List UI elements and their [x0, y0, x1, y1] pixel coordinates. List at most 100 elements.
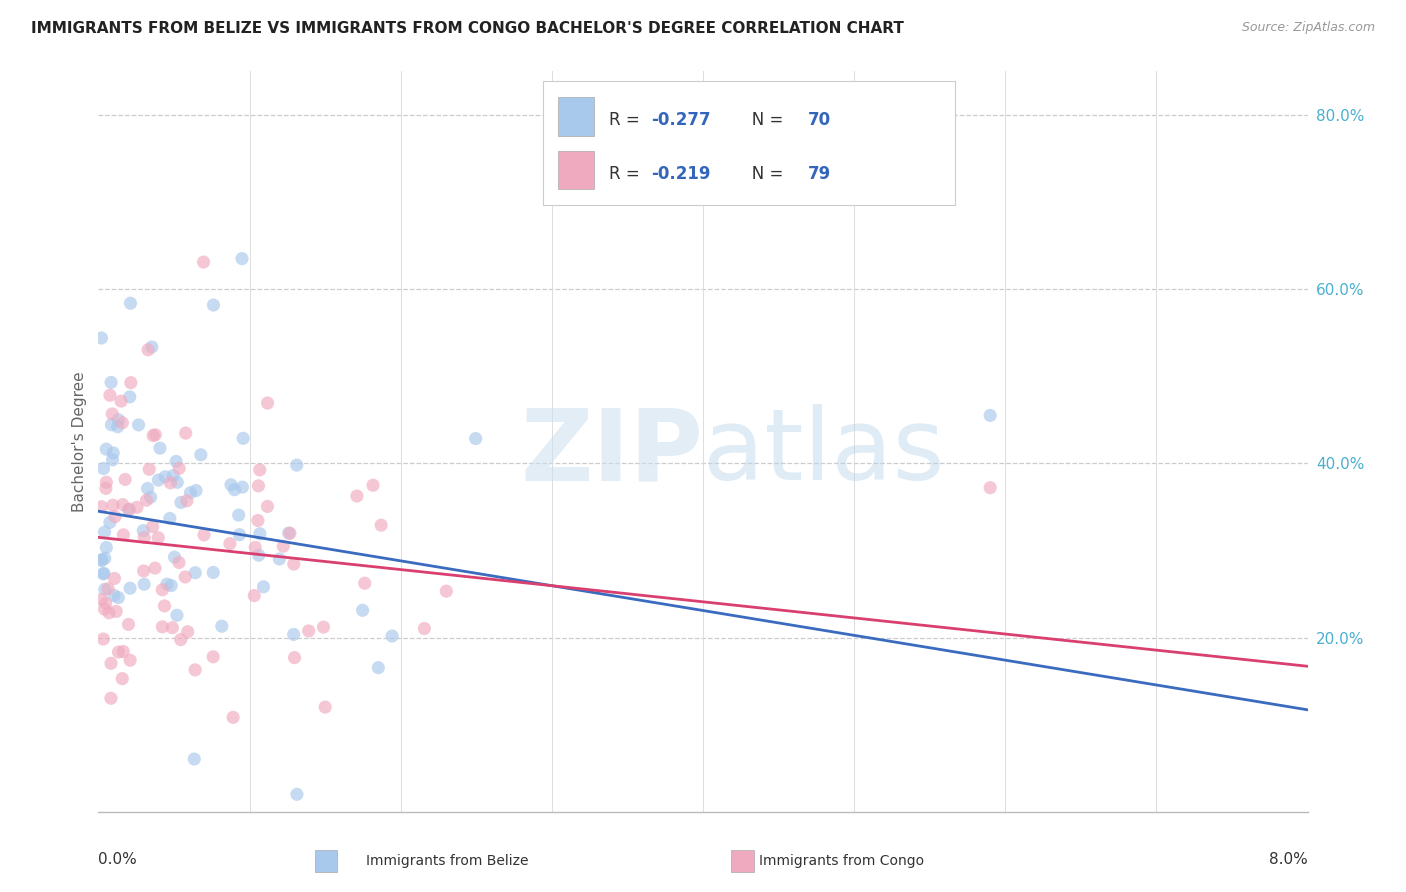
Point — [269, 552, 291, 566]
Point — [256, 500, 278, 514]
Text: Source: ZipAtlas.com: Source: ZipAtlas.com — [1241, 21, 1375, 34]
Text: N =: N = — [735, 164, 789, 183]
Y-axis label: Bachelor's Degree: Bachelor's Degree — [72, 371, 87, 512]
Point — [97, 582, 120, 596]
Point — [249, 526, 271, 541]
Text: atlas: atlas — [703, 404, 945, 501]
Point — [138, 462, 160, 476]
Point — [163, 550, 186, 565]
Point — [314, 700, 336, 714]
Point — [271, 539, 294, 553]
Point — [91, 566, 114, 581]
Point — [148, 531, 170, 545]
Point — [100, 417, 122, 432]
Point — [98, 388, 121, 402]
Point — [96, 475, 118, 490]
Point — [112, 528, 135, 542]
Point — [184, 483, 207, 498]
Point — [141, 340, 163, 354]
Point — [283, 627, 305, 641]
Point — [132, 564, 155, 578]
Point — [103, 446, 125, 460]
Point — [134, 531, 156, 545]
Point — [120, 653, 142, 667]
Text: R =: R = — [609, 112, 645, 129]
Point — [142, 519, 165, 533]
Point — [219, 536, 242, 550]
Point — [94, 482, 117, 496]
Point — [222, 710, 245, 724]
Text: -0.277: -0.277 — [651, 112, 710, 129]
Point — [312, 620, 335, 634]
Point — [143, 427, 166, 442]
Point — [202, 649, 225, 664]
Point — [193, 528, 215, 542]
Point — [159, 511, 181, 525]
Point — [107, 591, 129, 605]
Point — [162, 468, 184, 483]
Point — [160, 578, 183, 592]
Point — [228, 527, 250, 541]
Text: Immigrants from Belize: Immigrants from Belize — [366, 855, 529, 868]
Point — [166, 608, 188, 623]
FancyBboxPatch shape — [558, 97, 595, 136]
Point — [104, 509, 127, 524]
Point — [101, 498, 124, 512]
Point — [464, 432, 486, 446]
Point — [243, 541, 266, 555]
Point — [103, 588, 125, 602]
Text: R =: R = — [609, 164, 645, 183]
Point — [179, 485, 201, 500]
Point — [93, 566, 115, 581]
Point — [353, 576, 375, 591]
Point — [283, 557, 305, 571]
Point — [101, 453, 124, 467]
Point — [174, 570, 197, 584]
Point — [231, 252, 253, 266]
Point — [247, 479, 270, 493]
Point — [361, 478, 384, 492]
Point — [142, 428, 165, 442]
Point — [167, 556, 190, 570]
Point — [93, 525, 115, 540]
Point — [132, 524, 155, 538]
Point — [90, 553, 112, 567]
Point — [94, 596, 117, 610]
Point — [120, 376, 142, 390]
Text: ZIP: ZIP — [520, 404, 703, 501]
Point — [125, 500, 148, 515]
Point — [249, 463, 271, 477]
Point — [167, 461, 190, 475]
Point — [176, 493, 198, 508]
Point — [134, 577, 156, 591]
Point — [162, 621, 184, 635]
Point — [93, 461, 115, 475]
Point — [93, 602, 115, 616]
Point — [156, 577, 179, 591]
Point — [184, 663, 207, 677]
Point — [176, 624, 198, 639]
Point — [110, 394, 132, 409]
Point — [101, 407, 124, 421]
Text: 70: 70 — [808, 112, 831, 129]
Point — [153, 599, 176, 613]
Point — [370, 518, 392, 533]
Point — [256, 396, 278, 410]
Point — [98, 516, 121, 530]
Point — [298, 624, 321, 638]
Point — [202, 298, 225, 312]
Text: 8.0%: 8.0% — [1268, 853, 1308, 867]
Point — [135, 493, 157, 508]
Point — [283, 650, 305, 665]
Point — [231, 480, 253, 494]
FancyBboxPatch shape — [543, 81, 955, 205]
Point — [277, 526, 299, 541]
Point — [100, 376, 122, 390]
Text: Immigrants from Congo: Immigrants from Congo — [759, 855, 924, 868]
Point — [111, 672, 134, 686]
Point — [170, 495, 193, 509]
Text: -0.219: -0.219 — [651, 164, 710, 183]
Point — [252, 580, 274, 594]
Point — [285, 458, 308, 472]
Point — [111, 498, 134, 512]
